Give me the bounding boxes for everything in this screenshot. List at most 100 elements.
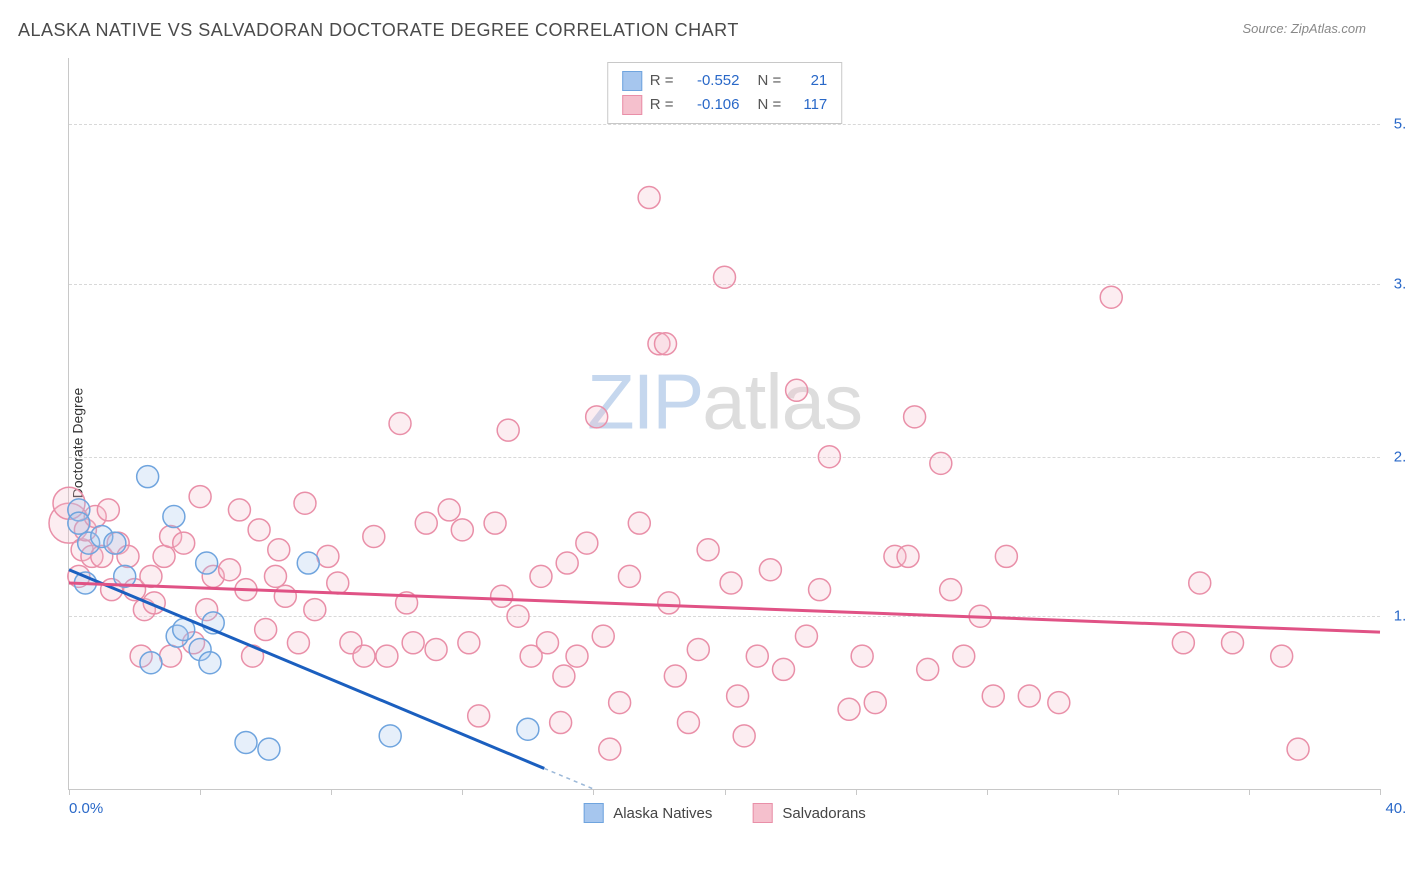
data-point-salvadoran [687,638,709,660]
data-point-salvadoran [153,545,175,567]
data-point-salvadoran [746,645,768,667]
x-tick [1380,789,1381,795]
data-point-salvadoran [618,565,640,587]
data-point-salvadoran [458,632,480,654]
legend-r-label: R = [650,69,674,93]
data-point-salvadoran [287,632,309,654]
data-point-salvadoran [248,519,270,541]
data-point-salvadoran [664,665,686,687]
plot-area: ZIPatlas 5.0%3.8%2.5%1.3% 0.0% 40.0% R =… [68,58,1380,790]
source-label: Source: [1242,21,1290,36]
data-point-salvadoran [940,579,962,601]
data-point-salvadoran [468,705,490,727]
data-point-alaska [140,652,162,674]
data-point-salvadoran [268,539,290,561]
data-point-salvadoran [294,492,316,514]
data-point-alaska [68,512,90,534]
data-point-salvadoran [160,645,182,667]
data-point-alaska [199,652,221,674]
data-point-salvadoran [759,559,781,581]
trend-line-dashed-alaska [544,768,593,789]
chart-container: Doctorate Degree ZIPatlas 5.0%3.8%2.5%1.… [50,58,1380,828]
source-name: ZipAtlas.com [1291,21,1366,36]
data-point-salvadoran [897,545,919,567]
data-point-salvadoran [586,406,608,428]
data-point-salvadoran [173,532,195,554]
legend-n-value-salvadoran: 117 [793,93,827,117]
x-tick [331,789,332,795]
data-point-alaska [104,532,126,554]
legend-n-label: N = [758,93,782,117]
legend-row-salvadoran: R = -0.106 N = 117 [622,93,828,117]
x-tick [725,789,726,795]
data-point-salvadoran [566,645,588,667]
data-point-salvadoran [415,512,437,534]
data-point-salvadoran [189,486,211,508]
data-point-salvadoran [1172,632,1194,654]
data-point-salvadoran [786,379,808,401]
data-point-salvadoran [274,585,296,607]
y-tick-label: 2.5% [1394,448,1406,465]
data-point-salvadoran [772,658,794,680]
data-point-salvadoran [904,406,926,428]
data-point-salvadoran [733,725,755,747]
legend-item-alaska: Alaska Natives [583,803,712,823]
data-point-salvadoran [809,579,831,601]
data-point-salvadoran [219,559,241,581]
chart-title: ALASKA NATIVE VS SALVADORAN DOCTORATE DE… [18,20,739,41]
data-point-salvadoran [576,532,598,554]
x-tick [593,789,594,795]
legend-r-value-salvadoran: -0.106 [686,93,740,117]
data-point-salvadoran [655,333,677,355]
data-point-salvadoran [995,545,1017,567]
data-point-salvadoran [402,632,424,654]
data-point-salvadoran [304,599,326,621]
data-point-salvadoran [317,545,339,567]
x-tick [69,789,70,795]
data-point-salvadoran [592,625,614,647]
data-point-salvadoran [714,266,736,288]
data-point-salvadoran [697,539,719,561]
data-point-salvadoran [484,512,506,534]
y-tick-label: 3.8% [1394,275,1406,292]
data-point-salvadoran [1189,572,1211,594]
legend-item-salvadoran: Salvadorans [752,803,865,823]
data-point-salvadoran [838,698,860,720]
data-point-salvadoran [1287,738,1309,760]
legend-label-alaska: Alaska Natives [613,805,712,822]
data-point-salvadoran [658,592,680,614]
legend-swatch-salvadoran [622,95,642,115]
scatter-plot-svg [69,58,1380,789]
data-point-salvadoran [537,632,559,654]
data-point-salvadoran [264,565,286,587]
data-point-salvadoran [389,413,411,435]
data-point-alaska [196,552,218,574]
series-legend: Alaska Natives Salvadorans [583,803,866,823]
data-point-salvadoran [507,605,529,627]
legend-swatch-alaska-icon [583,803,603,823]
data-point-salvadoran [497,419,519,441]
data-point-salvadoran [795,625,817,647]
data-point-salvadoran [451,519,473,541]
data-point-salvadoran [1271,645,1293,667]
legend-swatch-alaska [622,71,642,91]
data-point-alaska [163,506,185,528]
data-point-salvadoran [953,645,975,667]
data-point-alaska [517,718,539,740]
data-point-alaska [297,552,319,574]
data-point-alaska [258,738,280,760]
data-point-salvadoran [425,638,447,660]
legend-swatch-salvadoran-icon [752,803,772,823]
data-point-salvadoran [491,585,513,607]
data-point-salvadoran [363,525,385,547]
source-attribution: Source: ZipAtlas.com [1242,20,1366,38]
data-point-salvadoran [530,565,552,587]
data-point-salvadoran [438,499,460,521]
x-tick [1118,789,1119,795]
data-point-salvadoran [727,685,749,707]
data-point-salvadoran [97,499,119,521]
x-tick [462,789,463,795]
data-point-salvadoran [851,645,873,667]
data-point-salvadoran [255,619,277,641]
x-tick [856,789,857,795]
